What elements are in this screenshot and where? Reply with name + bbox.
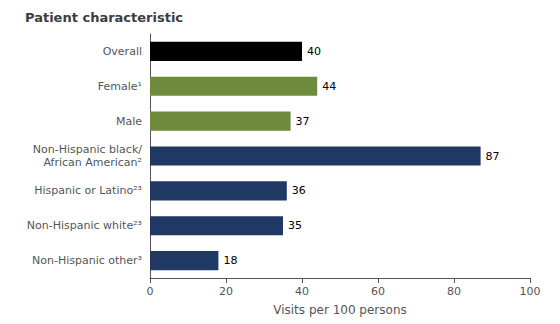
svg-text:20: 20: [219, 285, 233, 298]
svg-text:87: 87: [486, 150, 500, 163]
svg-text:Non-Hispanic white²³: Non-Hispanic white²³: [27, 219, 142, 232]
svg-text:80: 80: [447, 285, 461, 298]
svg-text:37: 37: [296, 115, 310, 128]
svg-text:100: 100: [520, 285, 541, 298]
svg-text:Non-Hispanic other³: Non-Hispanic other³: [32, 254, 142, 267]
svg-text:Visits per 100 persons: Visits per 100 persons: [273, 303, 407, 317]
svg-text:60: 60: [371, 285, 385, 298]
svg-text:18: 18: [223, 254, 237, 267]
svg-text:Patient characteristic: Patient characteristic: [25, 10, 183, 25]
svg-text:Hispanic or Latino²³: Hispanic or Latino²³: [34, 184, 142, 197]
svg-text:Female¹: Female¹: [98, 80, 142, 93]
svg-text:35: 35: [288, 219, 302, 232]
svg-text:36: 36: [292, 184, 306, 197]
svg-text:44: 44: [322, 80, 336, 93]
svg-text:Male: Male: [116, 115, 142, 128]
svg-text:40: 40: [307, 45, 321, 58]
svg-text:Non-Hispanic black/: Non-Hispanic black/: [33, 143, 142, 156]
svg-text:Overall: Overall: [103, 45, 142, 58]
svg-text:African American²: African American²: [43, 156, 142, 169]
svg-text:0: 0: [147, 285, 154, 298]
svg-text:40: 40: [295, 285, 309, 298]
